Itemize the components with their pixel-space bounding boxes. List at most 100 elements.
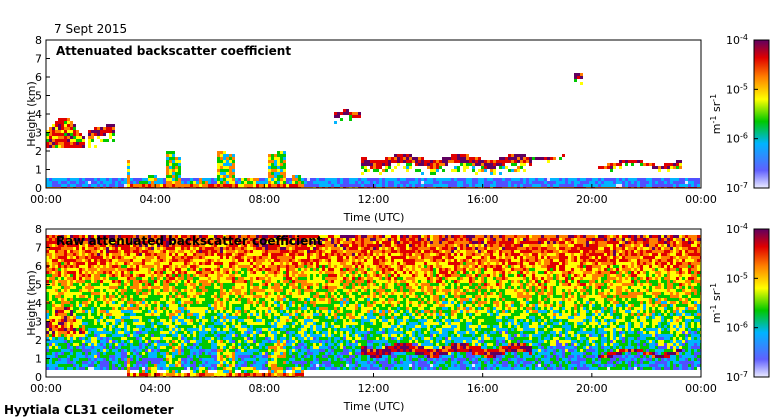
heatmap-cell [163, 253, 166, 256]
heatmap-cell [244, 286, 247, 289]
heatmap-cell [190, 286, 193, 289]
heatmap-cell [226, 310, 229, 313]
heatmap-cell [193, 364, 196, 367]
heatmap-cell [241, 352, 244, 355]
heatmap-cell [214, 289, 217, 292]
heatmap-cell [181, 319, 184, 322]
heatmap-cell [634, 160, 637, 163]
heatmap-cell [175, 313, 178, 316]
heatmap-cell [355, 181, 358, 184]
heatmap-cell [154, 322, 157, 325]
heatmap-cell [109, 127, 112, 130]
heatmap-cell [520, 163, 523, 166]
heatmap-cell [163, 247, 166, 250]
heatmap-cell [262, 313, 265, 316]
heatmap-cell [214, 238, 217, 241]
heatmap-cell [502, 181, 505, 184]
heatmap-cell [46, 256, 49, 259]
heatmap-cell [253, 346, 256, 349]
heatmap-cell [187, 184, 190, 187]
heatmap-cell [151, 349, 154, 352]
heatmap-cell [73, 280, 76, 283]
heatmap-cell [433, 184, 436, 187]
heatmap-cell [226, 277, 229, 280]
heatmap-cell [70, 301, 73, 304]
heatmap-cell [70, 358, 73, 361]
heatmap-cell [79, 277, 82, 280]
heatmap-cell [142, 247, 145, 250]
heatmap-cell [115, 328, 118, 331]
heatmap-cell [127, 346, 130, 349]
heatmap-cell [238, 289, 241, 292]
heatmap-cell [139, 310, 142, 313]
heatmap-cell [193, 253, 196, 256]
heatmap-cell [148, 355, 151, 358]
heatmap-cell [448, 178, 451, 181]
heatmap-cell [361, 184, 364, 187]
heatmap-cell [205, 307, 208, 310]
heatmap-cell [682, 184, 685, 187]
heatmap-cell [202, 331, 205, 334]
heatmap-cell [250, 307, 253, 310]
panel-attenuated: Attenuated backscatter coefficient 01234… [25, 34, 717, 224]
heatmap-cell [67, 118, 70, 121]
heatmap-cell [268, 259, 271, 262]
heatmap-cell [55, 271, 58, 274]
heatmap-cell [223, 253, 226, 256]
heatmap-cell [64, 280, 67, 283]
heatmap-cell [238, 334, 241, 337]
heatmap-cell [121, 265, 124, 268]
heatmap-cell [262, 238, 265, 241]
heatmap-cell [67, 145, 70, 148]
heatmap-cell [229, 325, 232, 328]
heatmap-cell [541, 181, 544, 184]
heatmap-cell [109, 256, 112, 259]
heatmap-cell [73, 133, 76, 136]
heatmap-cell [121, 349, 124, 352]
heatmap-cell [112, 250, 115, 253]
heatmap-cell [430, 172, 433, 175]
heatmap-cell [223, 160, 226, 163]
x-tick-label: 08:00 [248, 193, 280, 206]
heatmap-cell [103, 277, 106, 280]
heatmap-cell [208, 265, 211, 268]
heatmap-cell [241, 268, 244, 271]
heatmap-cell [358, 181, 361, 184]
heatmap-cell [160, 250, 163, 253]
heatmap-cell [106, 292, 109, 295]
heatmap-cell [175, 166, 178, 169]
heatmap-cell [109, 262, 112, 265]
heatmap-cell [235, 367, 238, 370]
heatmap-cell [133, 373, 136, 376]
heatmap-cell [370, 160, 373, 163]
heatmap-cell [187, 238, 190, 241]
heatmap-cell [235, 259, 238, 262]
heatmap-cell [217, 304, 220, 307]
heatmap-cell [67, 346, 70, 349]
heatmap-cell [46, 355, 49, 358]
heatmap-cell [208, 238, 211, 241]
heatmap-cell [73, 130, 76, 133]
heatmap-cell [175, 235, 178, 238]
heatmap-cell [202, 304, 205, 307]
heatmap-cell [337, 181, 340, 184]
heatmap-cell [184, 328, 187, 331]
heatmap-cell [148, 292, 151, 295]
heatmap-cell [199, 325, 202, 328]
heatmap-cell [241, 265, 244, 268]
heatmap-cell [163, 178, 166, 181]
heatmap-cell [145, 250, 148, 253]
heatmap-cell [157, 238, 160, 241]
heatmap-cell [262, 358, 265, 361]
heatmap-cell [196, 301, 199, 304]
heatmap-cell [94, 295, 97, 298]
heatmap-cell [52, 256, 55, 259]
heatmap-cell [454, 184, 457, 187]
heatmap-cell [73, 277, 76, 280]
heatmap-cell [172, 358, 175, 361]
heatmap-cell [190, 274, 193, 277]
heatmap-cell [181, 322, 184, 325]
heatmap-cell [145, 268, 148, 271]
heatmap-cell [64, 337, 67, 340]
heatmap-cell [268, 169, 271, 172]
